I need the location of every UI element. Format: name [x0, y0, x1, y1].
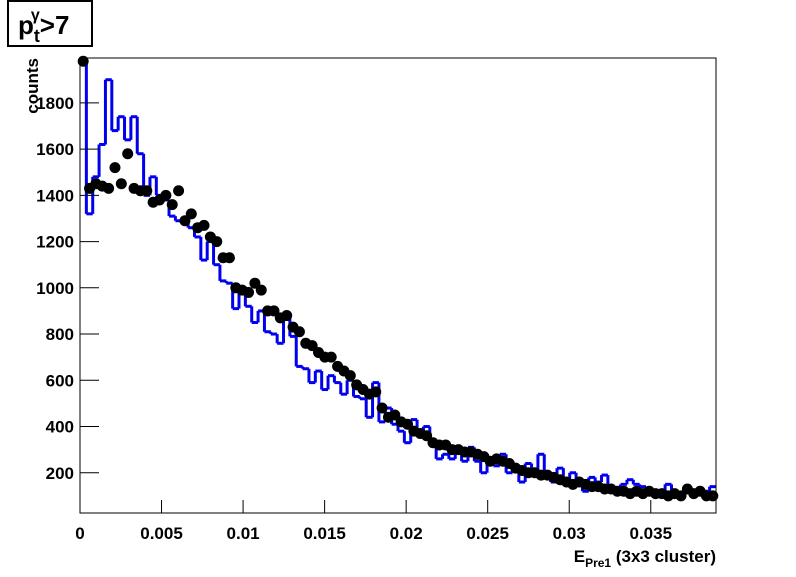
data-point	[211, 236, 223, 248]
data-point	[141, 185, 153, 197]
x-tick-label: 0.02	[390, 524, 423, 543]
y-axis-title: counts	[23, 58, 42, 114]
data-point	[293, 326, 305, 338]
xlabel-sub: Pre1	[585, 556, 611, 570]
data-point	[173, 185, 185, 197]
data-point	[243, 286, 255, 298]
data-point	[160, 189, 172, 201]
title-sup: γ	[31, 7, 40, 24]
x-tick-label: 0	[75, 524, 84, 543]
y-tick-label: 200	[46, 464, 74, 483]
data-point	[185, 208, 197, 220]
x-tick-label: 0.005	[140, 524, 183, 543]
y-tick-label: 1800	[36, 94, 74, 113]
data-point	[255, 284, 267, 296]
title-base: p	[18, 10, 34, 40]
title-sub: t	[34, 26, 40, 46]
plot-area	[77, 55, 719, 502]
x-tick-label: 0.035	[629, 524, 672, 543]
data-point	[166, 199, 178, 211]
data-point	[109, 162, 121, 174]
data-point	[389, 409, 401, 421]
data-point	[344, 370, 356, 382]
data-point	[249, 277, 261, 289]
y-tick-label: 800	[46, 325, 74, 344]
chart-title: ptγ>7	[18, 7, 69, 46]
xlabel-rest: (3x3 cluster)	[611, 547, 716, 566]
data-point	[223, 252, 235, 264]
data-point	[306, 340, 318, 352]
data-point	[421, 430, 433, 442]
y-tick-label: 1200	[36, 233, 74, 252]
data-point	[325, 351, 337, 363]
data-point	[376, 402, 388, 414]
data-point	[675, 490, 687, 502]
y-tick-label: 400	[46, 418, 74, 437]
data-point	[77, 55, 89, 67]
y-tick-label: 1000	[36, 279, 74, 298]
y-tick-label: 1400	[36, 186, 74, 205]
y-tick-label: 1600	[36, 140, 74, 159]
xlabel-base: E	[574, 547, 585, 566]
frame	[79, 57, 717, 514]
x-tick-label: 0.03	[553, 524, 586, 543]
title-box	[7, 0, 93, 47]
x-axis-title: EPre1 (3x3 cluster)	[574, 547, 716, 570]
data-point	[103, 182, 115, 194]
data-point	[370, 386, 382, 398]
data-point	[268, 305, 280, 317]
x-tick-label: 0.025	[466, 524, 509, 543]
y-tick-label: 600	[46, 371, 74, 390]
x-tick-label: 0.01	[227, 524, 260, 543]
data-point	[198, 219, 210, 231]
data-point	[115, 178, 127, 190]
data-point	[179, 215, 191, 227]
data-point	[707, 490, 719, 502]
data-point	[122, 148, 134, 160]
x-tick-label: 0.015	[303, 524, 346, 543]
title-rest: >7	[40, 10, 70, 40]
data-point	[281, 310, 293, 322]
data-point	[402, 418, 414, 430]
